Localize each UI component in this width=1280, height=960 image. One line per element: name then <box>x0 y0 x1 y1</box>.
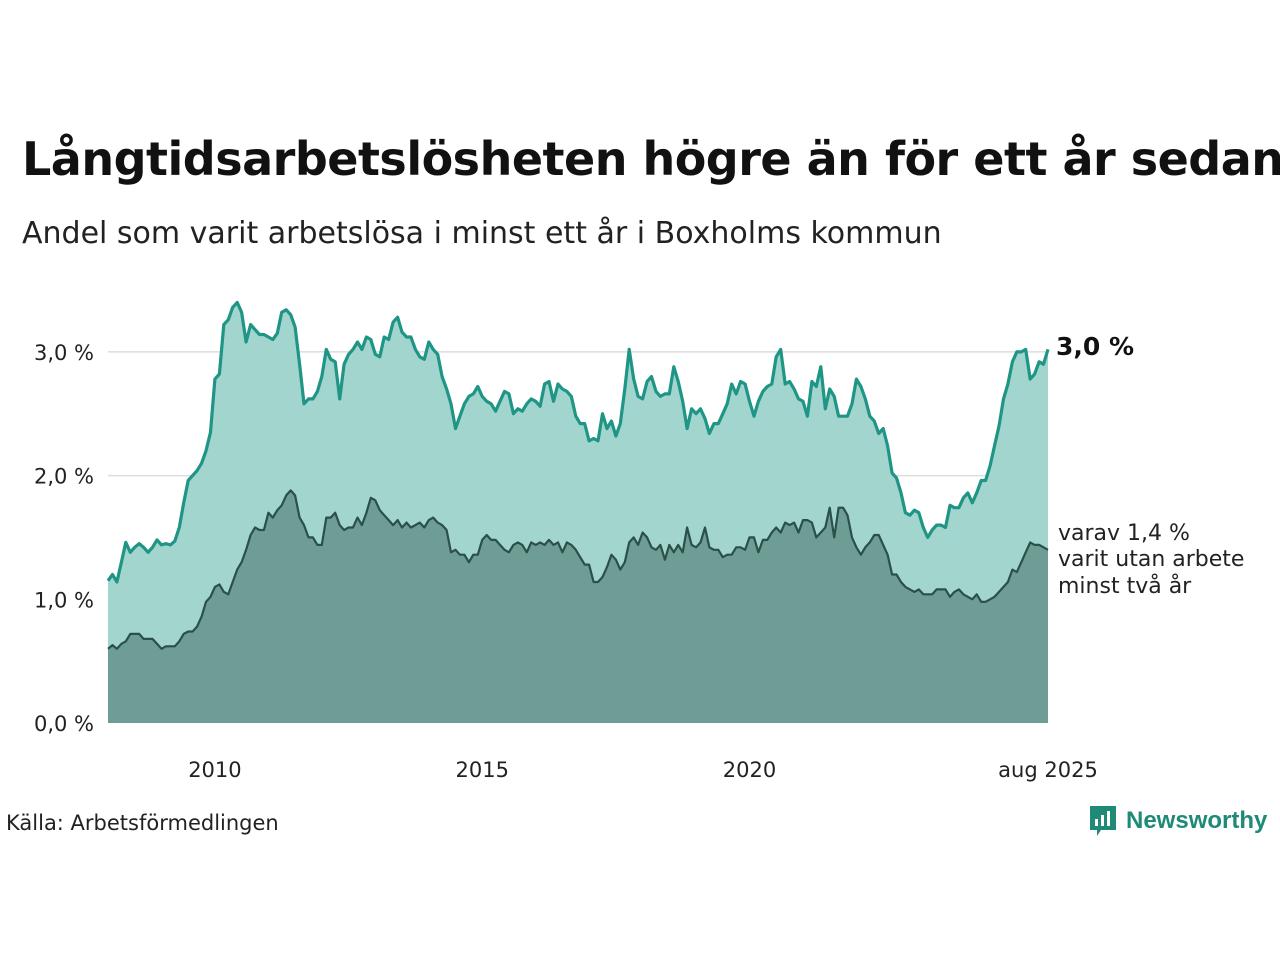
y-tick-label: 3,0 % <box>34 341 94 365</box>
line-longterm <box>107 489 1049 650</box>
newsworthy-icon <box>1090 806 1116 836</box>
y-tick-label: 0,0 % <box>34 712 94 736</box>
chart-title: Långtidsarbetslösheten högre än för ett … <box>22 132 1280 186</box>
brand-name: Newsworthy <box>1126 807 1268 834</box>
y-tick-label: 1,0 % <box>34 588 94 612</box>
note-line-3: minst två år <box>1058 573 1192 599</box>
y-axis-ticks: 0,0 % 1,0 % 2,0 % 3,0 % <box>34 341 94 736</box>
area-chart: 0,0 % 1,0 % 2,0 % 3,0 % 2010 2015 2020 aug 202… <box>34 300 1244 782</box>
area-longterm <box>108 490 1048 723</box>
y-tick-label: 2,0 % <box>34 465 94 489</box>
x-axis-ticks: 2010 2015 2020 aug 2025 <box>188 758 1098 782</box>
brand-logo[interactable]: Newsworthy <box>1088 804 1267 838</box>
x-tick-label: 2010 <box>188 758 241 782</box>
x-tick-label: 2020 <box>723 758 776 782</box>
chart-subtitle: Andel som varit arbetslösa i minst ett å… <box>22 216 942 251</box>
source-note: Källa: Arbetsförmedlingen <box>6 811 279 835</box>
x-tick-label: aug 2025 <box>998 758 1098 782</box>
note-line-1: varav 1,4 % <box>1058 521 1190 546</box>
line-total <box>106 300 1050 584</box>
note-line-2: varit utan arbete <box>1058 547 1244 572</box>
x-tick-label: 2015 <box>455 758 508 782</box>
end-value-label: 3,0 % <box>1056 332 1134 361</box>
